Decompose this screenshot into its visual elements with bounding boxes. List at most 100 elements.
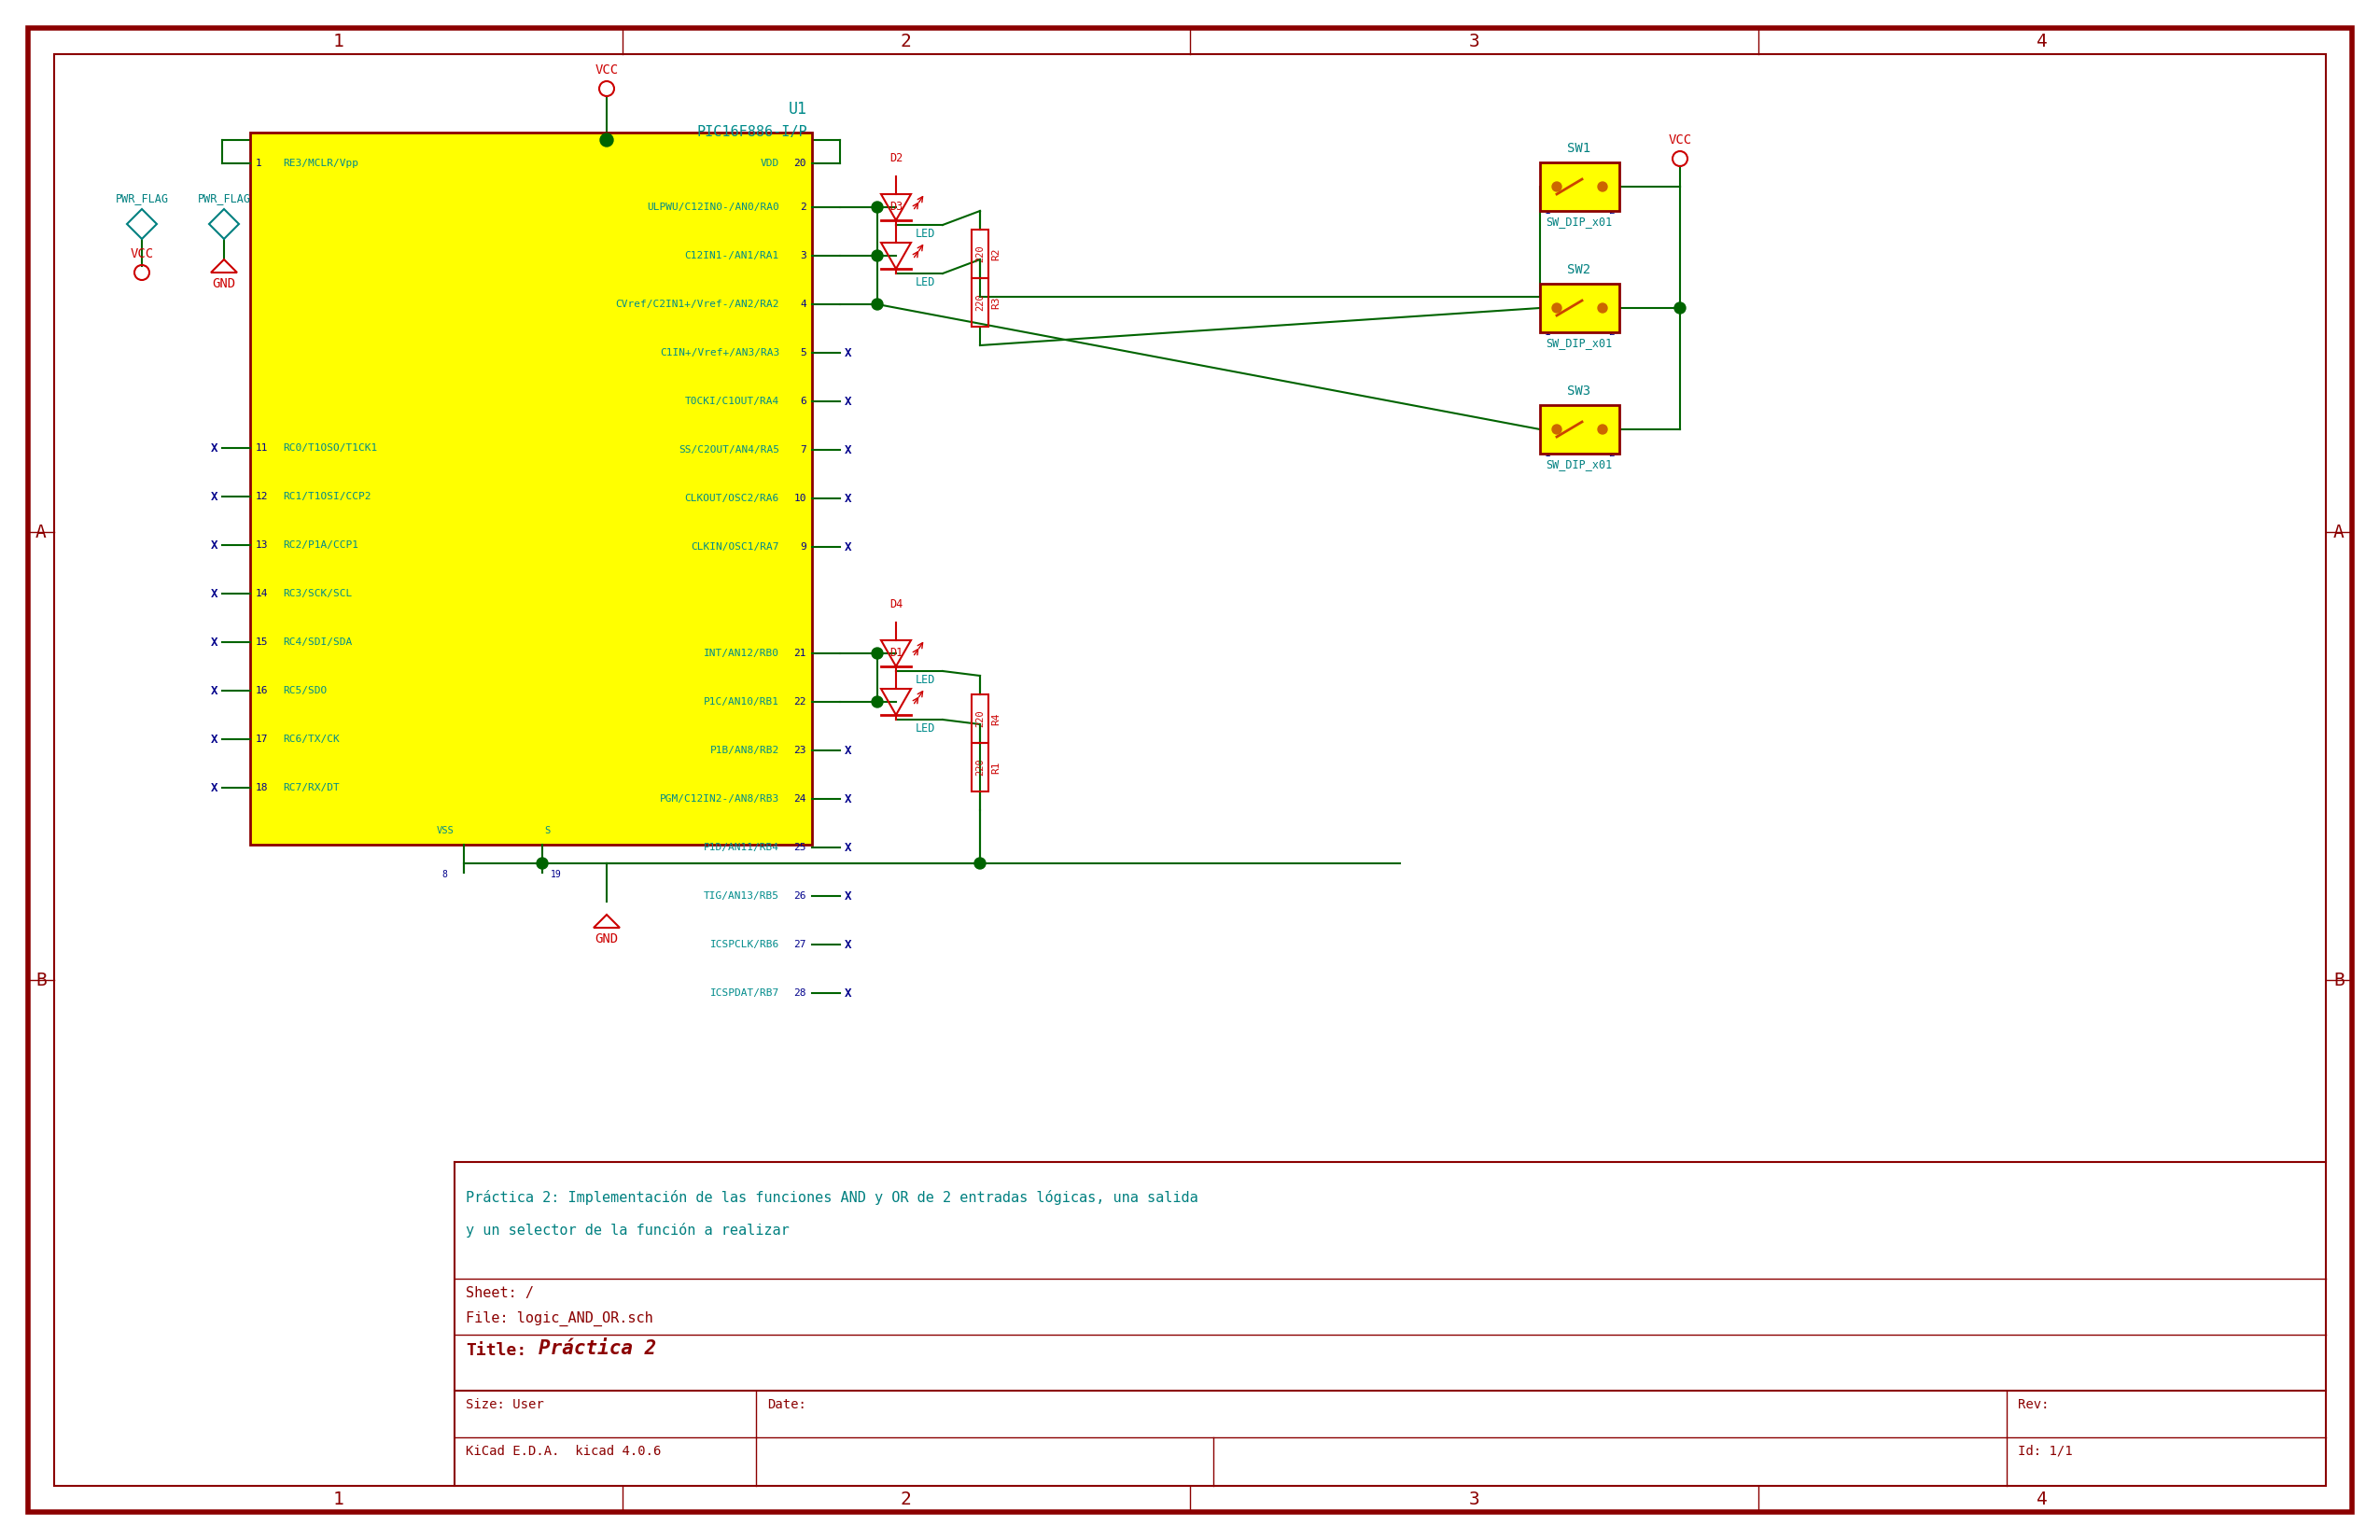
Text: RC1/T1OSI/CCP2: RC1/T1OSI/CCP2 <box>283 491 371 500</box>
Text: Práctica 2: Implementación de las funciones AND y OR de 2 entradas lógicas, una : Práctica 2: Implementación de las funcio… <box>466 1190 1197 1204</box>
Text: 220: 220 <box>976 245 985 263</box>
Circle shape <box>1597 182 1607 191</box>
Text: 9: 9 <box>800 542 807 551</box>
Text: 1: 1 <box>1545 206 1552 216</box>
Circle shape <box>600 134 614 146</box>
Text: PGM/C12IN2-/AN8/RB3: PGM/C12IN2-/AN8/RB3 <box>659 795 778 804</box>
Text: D3: D3 <box>890 200 902 213</box>
Text: Rev:: Rev: <box>2018 1398 2049 1411</box>
Text: 28: 28 <box>795 989 807 998</box>
Text: A: A <box>2332 524 2344 541</box>
Bar <box>1540 162 1618 211</box>
Text: LED: LED <box>916 276 935 288</box>
Circle shape <box>1552 182 1561 191</box>
Circle shape <box>1597 425 1607 434</box>
Text: 2: 2 <box>1609 450 1616 459</box>
Text: Id: 1/1: Id: 1/1 <box>2018 1445 2073 1458</box>
Text: LED: LED <box>916 675 935 685</box>
Text: X: X <box>845 841 852 853</box>
Text: PWR_FLAG: PWR_FLAG <box>114 192 169 205</box>
Text: Sheet: /: Sheet: / <box>466 1286 533 1300</box>
Text: X: X <box>845 396 852 408</box>
Text: 5: 5 <box>800 348 807 357</box>
Text: RC2/P1A/CCP1: RC2/P1A/CCP1 <box>283 541 359 550</box>
Bar <box>250 132 812 844</box>
Text: 1: 1 <box>1545 328 1552 337</box>
Text: VCC: VCC <box>1668 134 1692 146</box>
Text: 2: 2 <box>900 32 912 49</box>
Text: X: X <box>845 493 852 505</box>
Text: X: X <box>209 782 217 793</box>
Text: X: X <box>845 346 852 359</box>
Bar <box>971 279 988 326</box>
Text: 21: 21 <box>795 648 807 658</box>
Text: R3: R3 <box>990 296 1000 308</box>
Text: SW2: SW2 <box>1568 263 1590 276</box>
Text: 26: 26 <box>795 892 807 901</box>
Text: X: X <box>209 490 217 502</box>
Text: 1: 1 <box>333 1491 343 1508</box>
Text: D4: D4 <box>890 598 902 610</box>
Text: S: S <box>545 825 550 835</box>
Text: RE3/MCLR/Vpp: RE3/MCLR/Vpp <box>283 159 359 168</box>
Bar <box>1540 283 1618 333</box>
Text: 22: 22 <box>795 698 807 707</box>
Text: A: A <box>36 524 48 541</box>
Text: 10: 10 <box>795 494 807 504</box>
Text: C12IN1-/AN1/RA1: C12IN1-/AN1/RA1 <box>685 251 778 260</box>
Text: SS/C2OUT/AN4/RA5: SS/C2OUT/AN4/RA5 <box>678 445 778 454</box>
Text: RC5/SDO: RC5/SDO <box>283 685 326 696</box>
Text: RC4/SDI/SDA: RC4/SDI/SDA <box>283 638 352 647</box>
Text: VCC: VCC <box>595 63 619 77</box>
Text: D2: D2 <box>890 152 902 165</box>
Text: B: B <box>2332 972 2344 989</box>
Text: 24: 24 <box>795 795 807 804</box>
Text: ICSPDAT/RB7: ICSPDAT/RB7 <box>709 989 778 998</box>
Text: X: X <box>209 636 217 648</box>
Text: 25: 25 <box>795 842 807 852</box>
Text: 14: 14 <box>255 588 269 598</box>
Text: 27: 27 <box>795 939 807 949</box>
Text: R2: R2 <box>990 248 1000 260</box>
Text: R1: R1 <box>990 761 1000 773</box>
Text: CVref/C2IN1+/Vref-/AN2/RA2: CVref/C2IN1+/Vref-/AN2/RA2 <box>616 300 778 310</box>
Text: PIC16F886-I/P: PIC16F886-I/P <box>697 125 807 139</box>
Circle shape <box>973 858 985 869</box>
Text: X: X <box>209 685 217 696</box>
Text: File: logic_AND_OR.sch: File: logic_AND_OR.sch <box>466 1312 652 1326</box>
Circle shape <box>1676 302 1685 314</box>
Text: Práctica 2: Práctica 2 <box>538 1340 657 1358</box>
Text: 8: 8 <box>443 870 447 879</box>
Text: INT/AN12/RB0: INT/AN12/RB0 <box>704 648 778 658</box>
Text: D1: D1 <box>890 647 902 659</box>
Text: SW3: SW3 <box>1568 385 1590 397</box>
Text: X: X <box>209 539 217 551</box>
Text: 1: 1 <box>333 32 343 49</box>
Text: VDD: VDD <box>762 159 778 168</box>
Bar <box>971 742 988 792</box>
Text: X: X <box>845 744 852 756</box>
Text: PWR_FLAG: PWR_FLAG <box>198 192 250 205</box>
Text: RC7/RX/DT: RC7/RX/DT <box>283 782 340 793</box>
Text: 1: 1 <box>255 159 262 168</box>
Text: X: X <box>845 987 852 999</box>
Circle shape <box>871 648 883 659</box>
Bar <box>971 229 988 279</box>
Circle shape <box>538 858 547 869</box>
Text: Date:: Date: <box>766 1398 807 1411</box>
Text: 2: 2 <box>800 203 807 213</box>
Text: 12: 12 <box>255 491 269 500</box>
Text: ULPWU/C12IN0-/AN0/RA0: ULPWU/C12IN0-/AN0/RA0 <box>647 203 778 213</box>
Text: P1D/AN11/RB4: P1D/AN11/RB4 <box>704 842 778 852</box>
Text: 220: 220 <box>976 759 985 776</box>
Text: C1IN+/Vref+/AN3/RA3: C1IN+/Vref+/AN3/RA3 <box>659 348 778 357</box>
Text: TIG/AN13/RB5: TIG/AN13/RB5 <box>704 892 778 901</box>
Text: SW_DIP_x01: SW_DIP_x01 <box>1547 337 1614 350</box>
Text: 220: 220 <box>976 710 985 727</box>
Text: 4: 4 <box>2037 1491 2047 1508</box>
Text: Size: User: Size: User <box>466 1398 545 1411</box>
Text: 19: 19 <box>550 870 562 879</box>
Text: Title:: Title: <box>466 1343 526 1358</box>
Text: 15: 15 <box>255 638 269 647</box>
Text: 4: 4 <box>800 300 807 310</box>
